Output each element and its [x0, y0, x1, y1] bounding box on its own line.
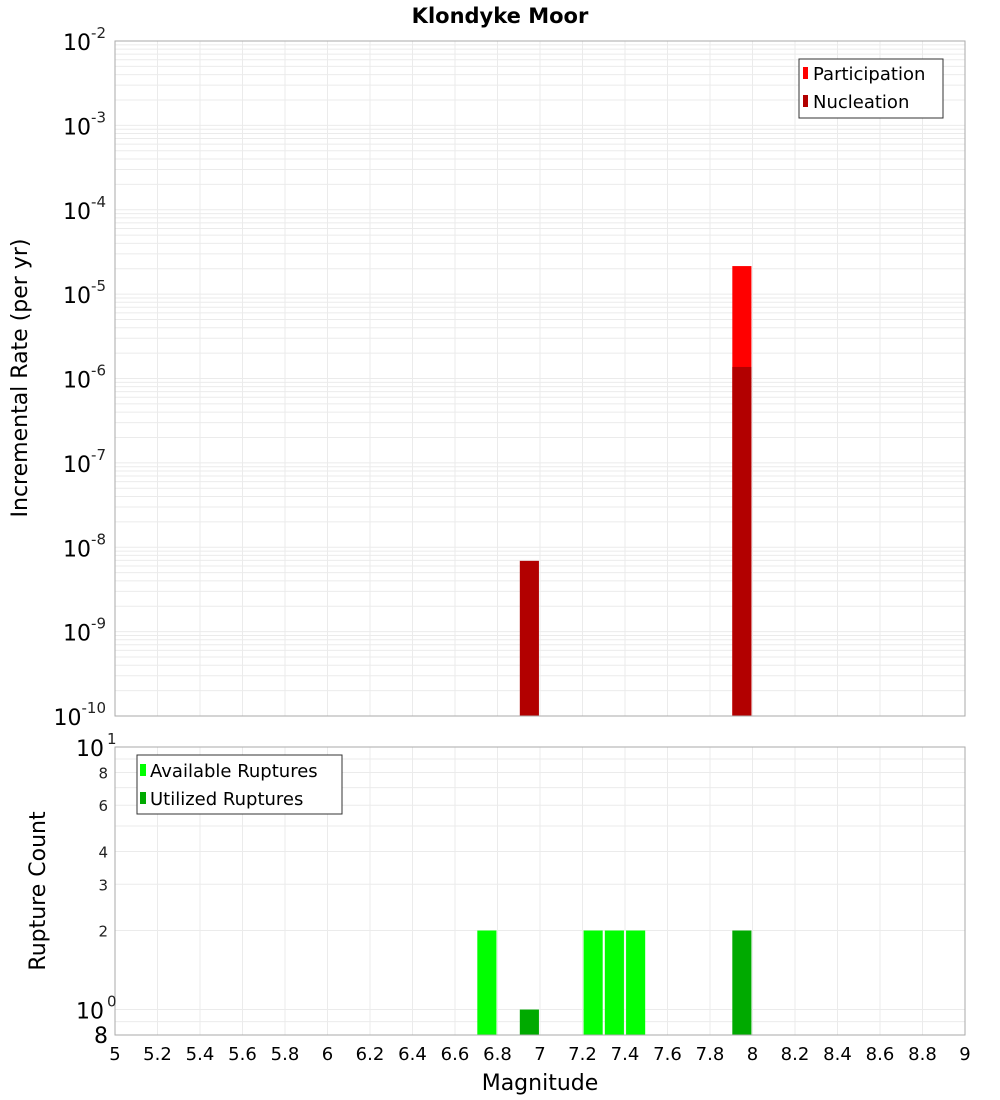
y-tick-label: 10-10 — [54, 699, 107, 731]
bottom-y-ticks: 101100864328 — [76, 730, 117, 1049]
x-tick-label: 5.8 — [271, 1044, 300, 1065]
x-tick-label: 6.6 — [441, 1044, 470, 1065]
available-ruptures-bar — [626, 931, 645, 1035]
x-tick-label: 7.8 — [696, 1044, 725, 1065]
x-tick-label: 5.2 — [143, 1044, 172, 1065]
top-y-axis-label: Incremental Rate (per yr) — [8, 239, 33, 518]
x-tick-label: 5.4 — [186, 1044, 215, 1065]
y-tick-label: 4 — [98, 843, 108, 861]
y-tick-label: 8 — [94, 1024, 108, 1049]
x-tick-label: 8.8 — [908, 1044, 937, 1065]
utilized-ruptures-bar — [732, 931, 751, 1035]
y-tick-label: 8 — [98, 764, 108, 782]
available-ruptures-bar — [605, 931, 624, 1035]
y-tick-label: 101 — [76, 730, 117, 762]
y-tick-label: 10-2 — [63, 24, 106, 56]
x-tick-label: 7.4 — [611, 1044, 640, 1065]
legend-participation: Participation — [813, 64, 925, 85]
bottom-legend: Available Ruptures Utilized Ruptures — [137, 755, 342, 814]
x-tick-label: 6.2 — [356, 1044, 385, 1065]
available-ruptures-bar — [584, 931, 603, 1035]
y-tick-label: 100 — [76, 993, 117, 1025]
top-legend: Participation Nucleation — [799, 59, 943, 118]
chart-canvas: Klondyke Moor 10-210-310-410-510-610-710… — [0, 0, 1000, 1100]
participation-swatch — [803, 67, 808, 79]
y-tick-label: 10-9 — [63, 615, 106, 647]
nucleation-swatch — [803, 95, 808, 107]
available-ruptures-bar — [477, 931, 496, 1035]
y-tick-label: 10-3 — [63, 108, 106, 140]
legend-nucleation: Nucleation — [813, 92, 909, 113]
x-axis-label: Magnitude — [482, 1071, 599, 1096]
legend-available: Available Ruptures — [150, 761, 318, 782]
x-tick-label: 5.6 — [228, 1044, 257, 1065]
bottom-plot: 101100864328 Available Ruptures Utilized… — [26, 730, 965, 1049]
x-tick-label: 9 — [959, 1044, 970, 1065]
utilized-swatch — [140, 792, 146, 804]
x-tick-label: 8.6 — [866, 1044, 895, 1065]
y-tick-label: 6 — [98, 797, 108, 815]
y-tick-label: 10-7 — [63, 446, 106, 478]
x-tick-label: 5 — [109, 1044, 120, 1065]
x-tick-label: 7.6 — [653, 1044, 682, 1065]
top-gridlines — [115, 41, 965, 716]
x-tick-label: 7 — [534, 1044, 545, 1065]
y-tick-label: 10-4 — [63, 193, 106, 225]
utilized-ruptures-bar — [520, 1010, 539, 1035]
x-ticks: 5 5.2 5.4 5.6 5.8 6 6.2 6.4 6.6 6.8 7 7.2 7.4 7.6 7.8 8… — [109, 1044, 970, 1065]
top-plot: 10-2 10-3 10-4 10-5 10-6 10-7 10-8 10-9 10-10 Pa… — [8, 24, 965, 731]
y-tick-label: 3 — [98, 876, 108, 894]
available-swatch — [140, 764, 146, 776]
x-tick-label: 6.4 — [398, 1044, 427, 1065]
bottom-y-axis-label: Rupture Count — [26, 811, 51, 971]
y-tick-label: 10-8 — [63, 530, 106, 562]
y-tick-label: 10-5 — [63, 277, 106, 309]
chart-title: Klondyke Moor — [412, 4, 589, 28]
y-tick-label: 2 — [98, 923, 108, 941]
nucleation-bar — [520, 561, 539, 716]
x-tick-label: 6 — [322, 1044, 333, 1065]
y-tick-label: 10-6 — [63, 362, 106, 394]
x-tick-label: 8 — [747, 1044, 758, 1065]
legend-utilized: Utilized Ruptures — [150, 789, 303, 810]
x-tick-label: 8.2 — [781, 1044, 810, 1065]
x-tick-label: 8.4 — [823, 1044, 852, 1065]
nucleation-bar — [732, 367, 751, 716]
top-y-ticks: 10-2 10-3 10-4 10-5 10-6 10-7 10-8 10-9 10-10 — [54, 24, 107, 731]
x-tick-label: 6.8 — [483, 1044, 512, 1065]
x-tick-label: 7.2 — [568, 1044, 597, 1065]
